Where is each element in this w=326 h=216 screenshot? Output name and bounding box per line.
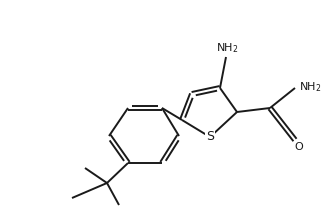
Text: NH$_2$: NH$_2$	[216, 41, 238, 55]
Text: NH$_2$: NH$_2$	[299, 80, 321, 94]
Text: O: O	[295, 142, 304, 152]
Text: S: S	[206, 130, 214, 143]
